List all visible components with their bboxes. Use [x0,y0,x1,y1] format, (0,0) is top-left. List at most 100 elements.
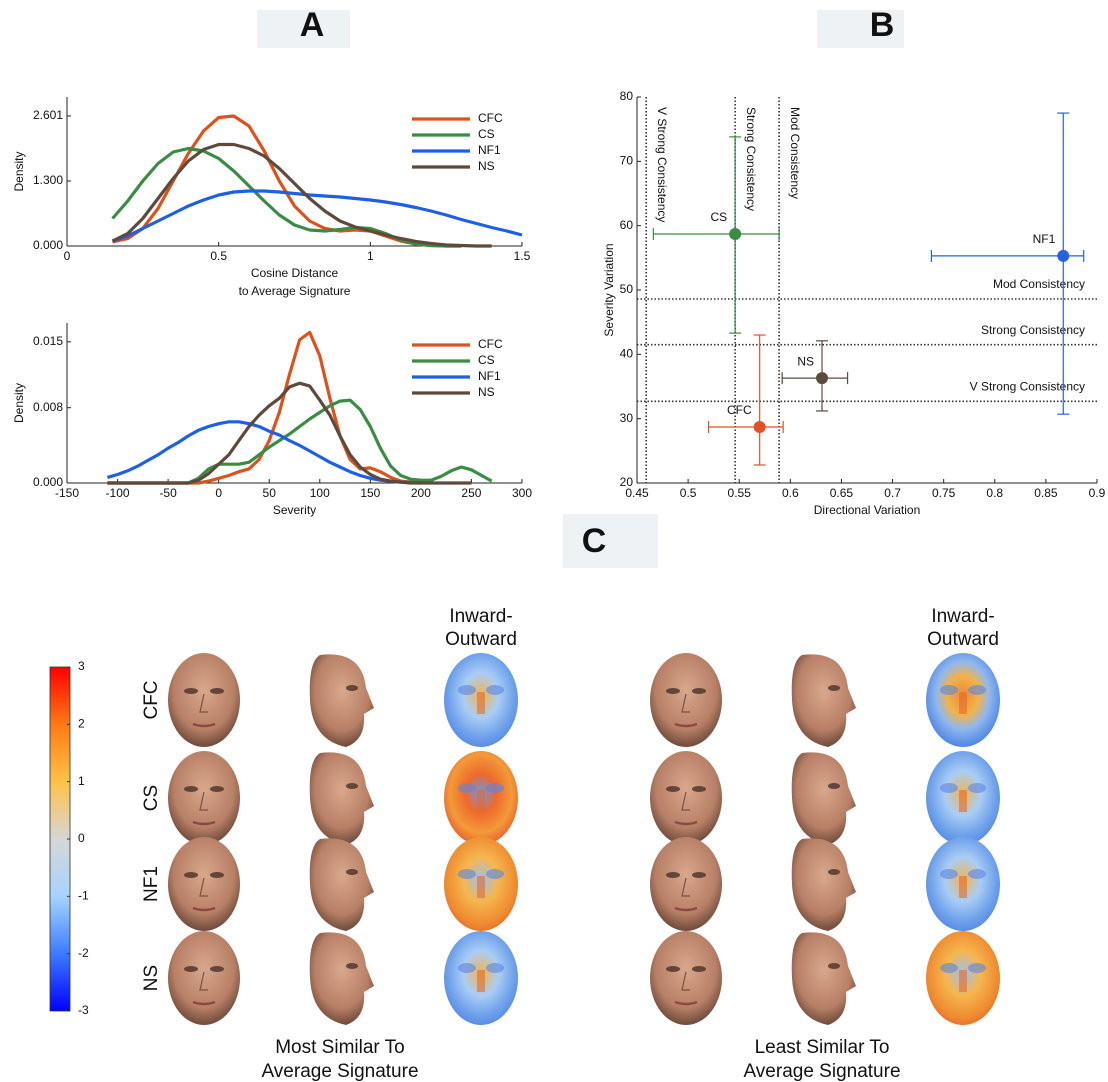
face-mouth [192,820,216,826]
face-eye [828,783,840,789]
y-tick-label: 0.000 [33,238,63,252]
heatmap-detail [458,869,476,879]
x-tick-label: 0.9 [1089,486,1106,500]
face-eye [210,966,224,972]
legend-label: NF1 [478,369,501,383]
legend-label: CS [478,353,495,367]
row-label: CS [141,785,162,811]
face-nose [681,971,690,991]
face-frontal [650,837,722,931]
x-tick-label: -150 [55,486,79,500]
x-tick-label: 200 [411,486,431,500]
face-frontal [168,837,240,931]
face-eye [666,872,680,878]
face-nose [681,877,690,897]
group-title: Average Signature [261,1061,418,1082]
heatmap-detail [486,963,504,973]
column-header: Outward [927,629,999,650]
row-label: NF1 [141,866,162,902]
face-profile [791,838,856,931]
reference-label: V Strong Consistency [655,107,669,222]
row-label: CFC [141,680,162,719]
y-tick-label: 1.300 [33,173,63,187]
face-mouth [674,906,698,912]
point-label: CFC [727,403,752,417]
face-mouth [192,722,216,728]
face-nose [199,693,208,713]
density-line [107,330,422,485]
face-eye [346,963,358,969]
y-tick-label: 0.000 [33,475,63,489]
x-tick-label: 0.6 [782,486,799,500]
colorbar-tick-label: -2 [78,946,89,960]
heatmap-detail [486,783,504,793]
face-profile [791,752,856,845]
point [816,372,829,385]
y-tick-label: 80 [620,89,634,103]
face-eye [828,963,840,969]
heatmap-detail [968,783,986,793]
face-eye [210,688,224,694]
heatmap-detail [968,963,986,973]
colorbar-tick-label: 0 [78,831,85,845]
heatmap-detail [940,963,958,973]
face-mouth [674,722,698,728]
point-label: CS [710,210,727,224]
x-tick-label: 300 [512,486,532,500]
face-profile [791,654,856,747]
x-tick-label: 0 [215,486,222,500]
heatmap-detail [486,685,504,695]
row-label: NS [141,965,162,991]
heatmap-detail [959,970,967,992]
x-tick-label: 0.5 [680,486,697,500]
x-tick-label: 0 [64,249,71,263]
face-mouth [674,1000,698,1006]
density-line [112,114,462,248]
heatmap-detail [486,869,504,879]
column-header: Outward [445,629,517,650]
x-tick-label: 50 [263,486,277,500]
reference-label: Mod Consistency [993,277,1085,291]
face-eye [692,872,706,878]
point [753,421,766,434]
x-axis-label: Severity [273,503,316,517]
x-tick-label: 150 [360,486,380,500]
density-line [111,142,492,248]
group-title: Average Signature [743,1061,900,1082]
legend-label: NS [478,159,495,173]
heatmap-detail [458,963,476,973]
density-line [107,381,472,485]
point-label: NF1 [1033,232,1056,246]
x-tick-label: 0.8 [986,486,1003,500]
face-eye [828,869,840,875]
face-profile [309,654,374,747]
y-axis-label: Severity Variation [602,243,616,336]
face-mouth [192,1000,216,1006]
face-frontal [650,653,722,747]
colorbar-tick-label: -3 [78,1003,89,1017]
x-tick-label: 250 [461,486,481,500]
heatmap-detail [940,869,958,879]
group-title: Least Similar To [755,1037,890,1058]
face-frontal [168,931,240,1025]
face-frontal [168,653,240,747]
y-tick-label: 2.601 [33,108,63,122]
heatmap-detail [458,783,476,793]
panel-label-box [257,10,350,48]
x-axis-label: Directional Variation [814,503,921,517]
y-axis-label: Density [12,383,26,423]
x-tick-label: 0.75 [932,486,956,500]
heatmap-detail [940,783,958,793]
face-mouth [674,820,698,826]
y-tick-label: 50 [620,282,634,296]
face-profile [309,752,374,845]
reference-label: Strong Consistency [744,107,758,211]
density-line [111,146,462,248]
face-eye [346,783,358,789]
heatmap-detail [959,790,967,812]
column-header: Inward- [449,606,512,627]
face-eye [184,688,198,694]
panel-label-box [817,10,904,48]
face-eye [666,688,680,694]
